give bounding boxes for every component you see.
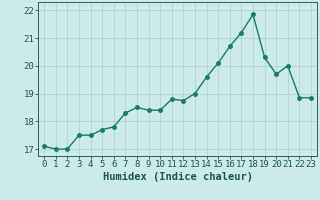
X-axis label: Humidex (Indice chaleur): Humidex (Indice chaleur) — [103, 172, 252, 182]
